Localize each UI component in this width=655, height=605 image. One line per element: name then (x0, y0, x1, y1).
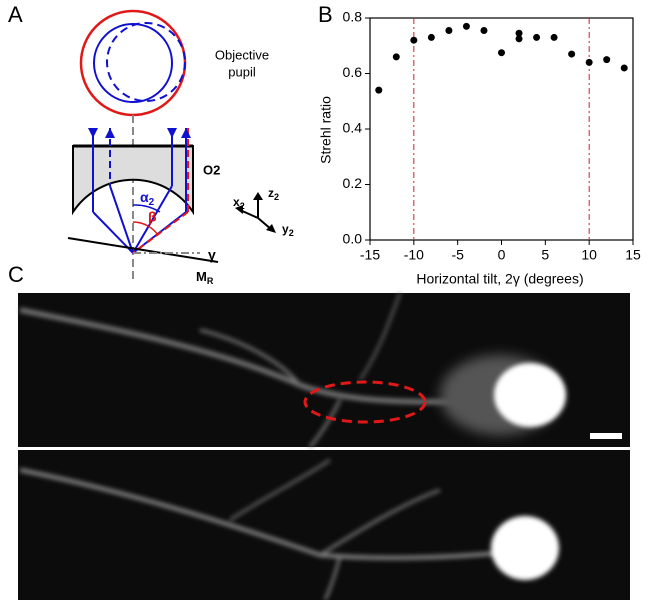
data-point (586, 59, 593, 66)
x-tick-label: -15 (360, 247, 380, 263)
data-point (498, 49, 505, 56)
pupil-label: Objective (215, 47, 269, 62)
gamma-label: γ (208, 247, 216, 263)
y-tick-label: 0.0 (343, 231, 363, 247)
mirror-label: MR (196, 269, 214, 286)
data-point (516, 30, 523, 37)
panel-label: C (8, 262, 24, 287)
pupil-label: pupil (228, 64, 256, 79)
y-tick-label: 0.8 (343, 9, 363, 25)
data-point (603, 56, 610, 63)
data-point (393, 53, 400, 60)
y-tick-label: 0.4 (343, 120, 363, 136)
x-tick-label: -10 (404, 247, 424, 263)
axis-label: z2 (268, 186, 279, 202)
y-tick-label: 0.2 (343, 175, 363, 191)
data-point (428, 34, 435, 41)
data-point (445, 27, 452, 34)
microscopy-image (18, 293, 630, 600)
data-point (463, 23, 470, 30)
axis-label: y2 (282, 222, 294, 238)
x-tick-label: 15 (625, 247, 641, 263)
x-axis-title: Horizontal tilt, 2γ (degrees) (416, 271, 583, 287)
x-tick-label: 0 (498, 247, 506, 263)
data-point (568, 51, 575, 58)
objective-label: O2 (203, 162, 220, 177)
panel-label: B (318, 2, 333, 27)
x-tick-label: 10 (581, 247, 597, 263)
panel-label: A (8, 2, 23, 27)
x-tick-label: -5 (451, 247, 464, 263)
y-tick-label: 0.6 (343, 64, 363, 80)
axis-label: x2 (233, 195, 245, 211)
data-point (621, 64, 628, 71)
x-tick-label: 5 (541, 247, 549, 263)
data-point (480, 27, 487, 34)
data-point (375, 87, 382, 94)
figure: A B C Objective pupil O2 α2 β γ MR x2 z2 (0, 0, 655, 600)
data-point (551, 34, 558, 41)
data-point (533, 34, 540, 41)
beta-label: β (148, 209, 157, 225)
data-point (410, 37, 417, 44)
y-axis-title: Strehl ratio (318, 96, 334, 164)
